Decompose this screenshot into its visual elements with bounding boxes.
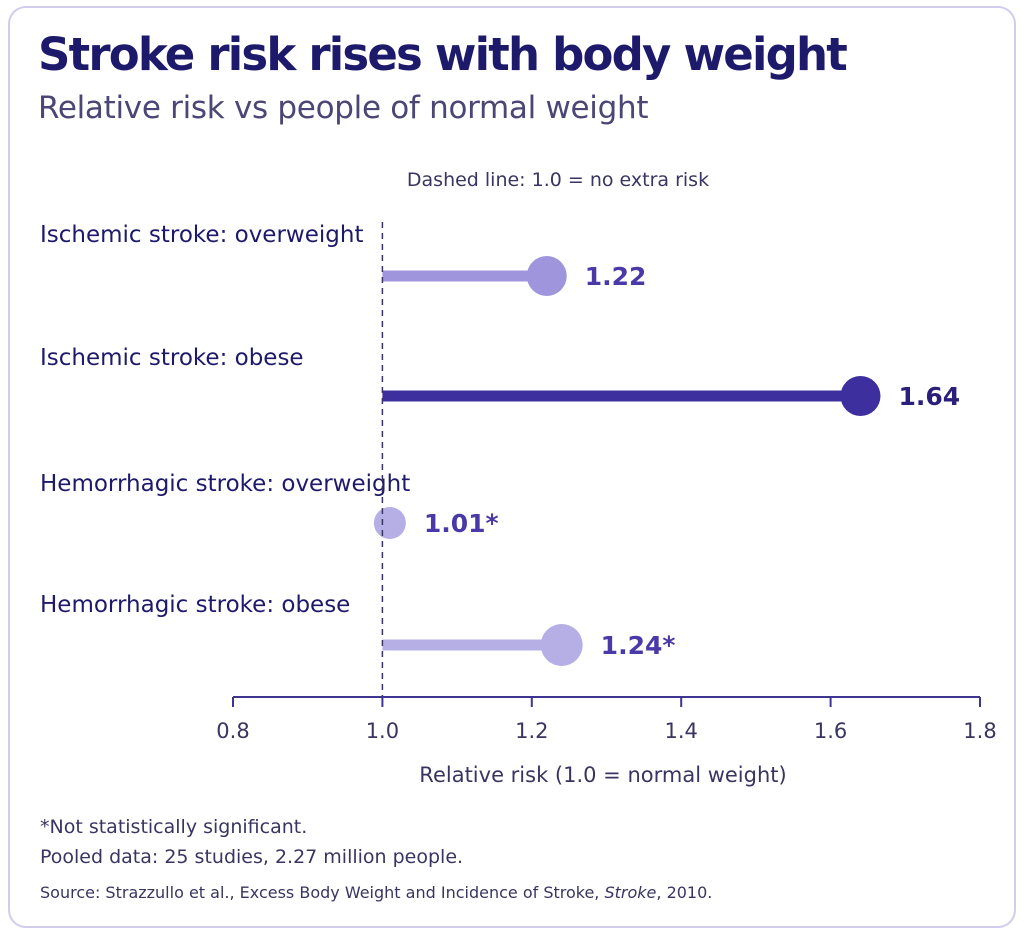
lollipop-dot [540, 624, 583, 666]
category-label: Ischemic stroke: overweight [40, 222, 363, 248]
x-axis-label: Relative risk (1.0 = normal weight) [419, 763, 786, 787]
value-label: 1.24* [601, 631, 676, 660]
x-tick-label: 1.6 [814, 719, 847, 743]
category-label: Hemorrhagic stroke: overweight [40, 471, 410, 497]
value-label: 1.64 [898, 382, 960, 411]
lollipop-dot [373, 507, 406, 539]
value-label: 1.01* [424, 509, 499, 538]
chart-subtitle: Relative risk vs people of normal weight [38, 90, 649, 126]
pooled-data-note: Pooled data: 25 studies, 2.27 million pe… [40, 846, 464, 868]
source-journal: Stroke [604, 883, 657, 902]
x-tick-label: 1.4 [664, 719, 697, 743]
row-3: Hemorrhagic stroke: obese 1.24* [40, 592, 675, 666]
chart-card [8, 6, 1016, 928]
chart-title: Stroke risk rises with body weight [38, 28, 848, 81]
source-suffix: , 2010. [656, 883, 713, 902]
x-axis: 0.8 1.0 1.2 1.4 1.6 1.8 [216, 696, 997, 743]
x-tick-label: 0.8 [216, 719, 249, 743]
lollipop-dot [526, 256, 567, 296]
x-tick-label: 1.2 [515, 719, 548, 743]
value-label: 1.22 [585, 262, 647, 291]
x-tick-label: 1.0 [366, 719, 399, 743]
source-citation: Source: Strazzullo et al., Excess Body W… [40, 883, 712, 902]
lollipop-dot [840, 376, 881, 416]
category-label: Hemorrhagic stroke: obese [40, 592, 350, 618]
row-2: Hemorrhagic stroke: overweight 1.01* [40, 471, 499, 539]
category-label: Ischemic stroke: obese [40, 345, 304, 371]
footnote: *Not statistically significant. [40, 816, 308, 838]
row-0: Ischemic stroke: overweight 1.22 [40, 222, 646, 296]
reference-line-note: Dashed line: 1.0 = no extra risk [407, 169, 709, 191]
row-1: Ischemic stroke: obese 1.64 [40, 345, 960, 416]
source-prefix: Source: Strazzullo et al., Excess Body W… [40, 883, 605, 902]
x-tick-label: 1.8 [963, 719, 996, 743]
